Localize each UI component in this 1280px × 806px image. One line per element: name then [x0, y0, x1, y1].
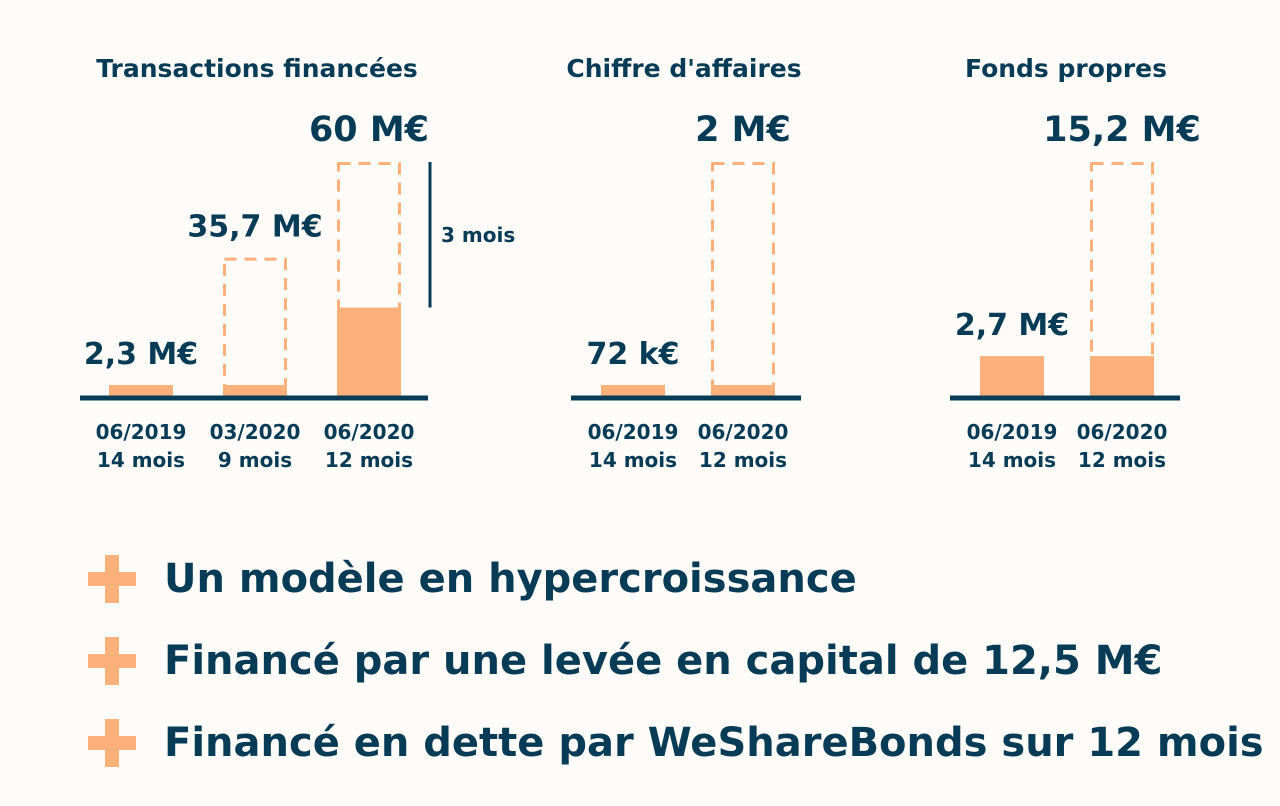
plus-icon — [88, 555, 136, 603]
bar-target-outline — [223, 257, 287, 398]
tick-label-duration: 12 mois — [325, 448, 413, 472]
tick-label-duration: 9 mois — [218, 448, 292, 472]
bullet-text: Financé en dette par WeShareBonds sur 12… — [164, 720, 1264, 766]
chart-title: Chiffre d'affaires — [566, 54, 801, 83]
bar — [601, 385, 665, 398]
bullet-text: Financé par une levée en capital de 12,5… — [164, 638, 1163, 684]
charts-area: Transactions financées 2,3 M€ 06/2019 14 mo… — [80, 54, 1201, 472]
bullet-item: Financé en dette par WeShareBonds sur 12… — [88, 702, 1264, 784]
tick-label-date: 06/2019 — [967, 420, 1058, 444]
tick-label-date: 06/2020 — [698, 420, 789, 444]
data-label: 15,2 M€ — [1043, 110, 1201, 150]
bar-target-outline — [711, 162, 775, 398]
data-label: 2 M€ — [695, 110, 791, 150]
bar — [223, 385, 287, 398]
tick-label-date: 06/2020 — [324, 420, 415, 444]
tick-label-date: 06/2019 — [588, 420, 679, 444]
chart-title: Transactions financées — [96, 54, 418, 83]
data-label: 35,7 M€ — [187, 210, 322, 245]
plus-icon — [88, 719, 136, 767]
bullet-item: Financé par une levée en capital de 12,5… — [88, 620, 1238, 702]
bar — [1090, 356, 1154, 398]
bullet-text: Un modèle en hypercroissance — [164, 556, 857, 602]
data-label: 72 k€ — [586, 337, 679, 372]
bar — [109, 385, 173, 398]
chart-title: Fonds propres — [965, 54, 1167, 83]
bar — [980, 356, 1044, 398]
tick-label-duration: 14 mois — [968, 448, 1056, 472]
annotation-label: 3 mois — [441, 223, 515, 247]
tick-label-date: 06/2020 — [1077, 420, 1168, 444]
tick-label-duration: 14 mois — [589, 448, 677, 472]
tick-label-duration: 12 mois — [699, 448, 787, 472]
tick-label-date: 06/2019 — [96, 420, 187, 444]
data-label: 2,3 M€ — [84, 337, 198, 372]
bullet-list: Un modèle en hypercroissance Financé par… — [88, 538, 1264, 784]
bullet-item: Un modèle en hypercroissance — [88, 538, 1238, 620]
bar — [337, 307, 401, 398]
data-label: 60 M€ — [309, 110, 429, 150]
data-label: 2,7 M€ — [955, 308, 1069, 343]
tick-label-duration: 14 mois — [97, 448, 185, 472]
tick-label-duration: 12 mois — [1078, 448, 1166, 472]
plus-icon — [88, 637, 136, 685]
bar — [711, 385, 775, 398]
tick-label-date: 03/2020 — [210, 420, 301, 444]
